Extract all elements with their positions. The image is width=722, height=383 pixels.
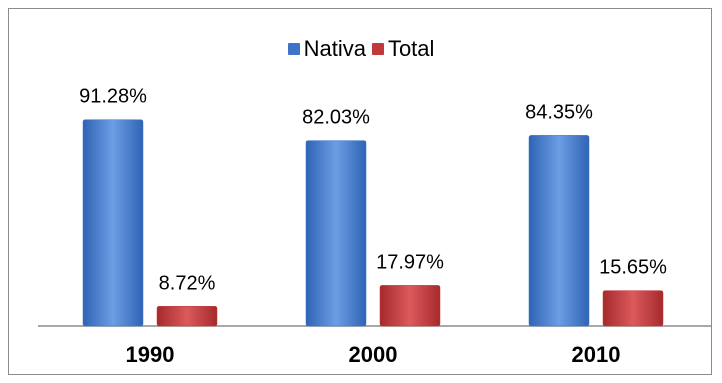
data-label-nativa-2000: 82.03% — [302, 107, 370, 129]
legend-swatch-nativa — [287, 43, 300, 55]
x-tick-label-2010: 2010 — [572, 342, 621, 367]
data-label-total-1990: 8.72% — [159, 272, 216, 294]
bar-nativa-1990 — [82, 119, 144, 327]
data-label-total-2000: 17.97% — [376, 251, 444, 273]
bar-nativa-2010 — [528, 135, 590, 327]
bar-total-1990 — [156, 306, 218, 327]
legend-item-nativa: Nativa — [287, 36, 366, 62]
bar-total-2010 — [602, 290, 664, 327]
legend-label-nativa: Nativa — [303, 36, 366, 61]
x-tick-label-1990: 1990 — [126, 342, 175, 367]
legend-label-total: Total — [387, 36, 435, 61]
bar-total-2000 — [379, 285, 441, 327]
data-label-total-2010: 15.65% — [599, 257, 667, 279]
bar-nativa-2000 — [305, 140, 367, 327]
legend-swatch-total — [371, 43, 384, 55]
data-label-nativa-2010: 84.35% — [525, 101, 593, 123]
data-label-nativa-1990: 91.28% — [79, 86, 147, 108]
legend-item-total: Total — [371, 36, 435, 62]
chart-legend: Nativa Total — [0, 36, 722, 62]
x-tick-label-2000: 2000 — [349, 342, 398, 367]
